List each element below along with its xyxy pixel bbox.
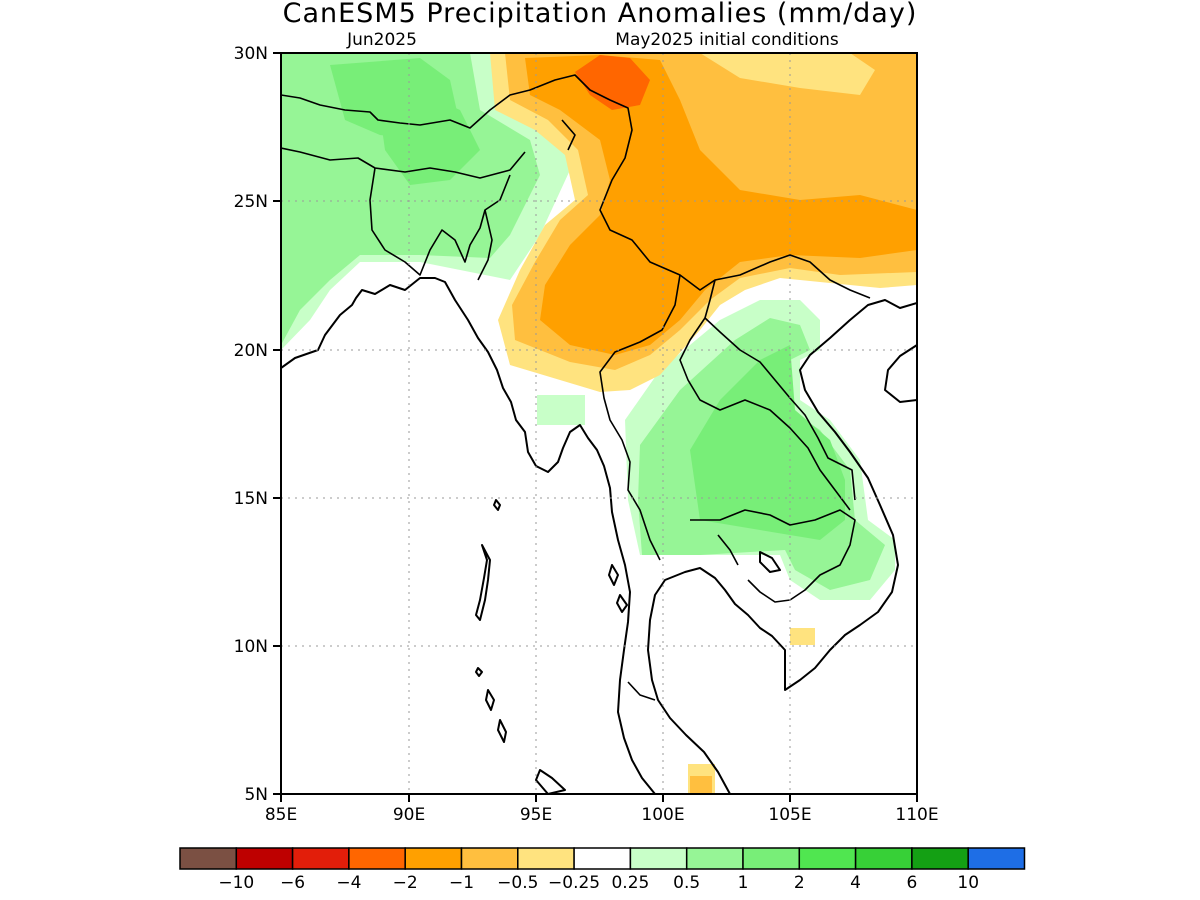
colorbar-label: −1	[449, 873, 474, 893]
x-tick-label: 110E	[895, 805, 938, 825]
x-tick-label: 85E	[265, 805, 297, 825]
colorbar-swatch	[517, 847, 575, 870]
map-frame	[280, 52, 918, 795]
colorbar-label: 2	[794, 873, 805, 893]
map-title: CanESM5 Precipitation Anomalies (mm/day)	[283, 0, 918, 29]
colorbar-label: 10	[957, 873, 979, 893]
colorbar-label: −10	[218, 873, 254, 893]
month-label: Jun2025	[346, 30, 417, 50]
colorbar-swatch	[911, 847, 969, 870]
y-tick-label: 15N	[234, 489, 268, 509]
colorbar-swatch	[460, 847, 519, 870]
colorbar-swatch	[179, 847, 238, 870]
x-tick-label: 95E	[520, 805, 552, 825]
y-axis-labels: 30N 25N 20N 15N 10N 5N	[234, 44, 268, 805]
x-tick-label: 105E	[768, 805, 811, 825]
colorbar: −10 −6 −4 −2 −1 −0.5 −0.25 0.25 0.5 1 2 4 6 10	[179, 847, 1026, 893]
y-tick-label: 5N	[244, 785, 268, 805]
x-tick-label: 100E	[641, 805, 684, 825]
colorbar-swatch	[854, 847, 913, 870]
y-tick-label: 20N	[234, 341, 268, 361]
colorbar-swatch	[573, 847, 632, 870]
initial-conditions-label: May2025 initial conditions	[615, 30, 839, 50]
colorbar-swatch	[742, 847, 801, 870]
colorbar-swatch	[798, 847, 857, 870]
x-axis-labels: 85E 90E 95E 100E 105E 110E	[265, 805, 939, 825]
country-borders	[281, 74, 871, 701]
colorbar-label: −2	[393, 873, 418, 893]
colorbar-swatch	[235, 847, 294, 870]
colorbar-swatch	[291, 847, 350, 870]
lat-lon-grid	[281, 53, 917, 794]
y-tick-label: 30N	[234, 44, 268, 64]
colorbar-swatch	[967, 847, 1026, 870]
x-tick-label: 90E	[393, 805, 425, 825]
colorbar-swatch	[685, 847, 744, 870]
colorbar-swatch	[348, 847, 406, 870]
colorbar-label: −4	[336, 873, 361, 893]
colorbar-label: 1	[738, 873, 749, 893]
colorbar-label: −0.5	[497, 873, 538, 893]
colorbar-label: −6	[280, 873, 305, 893]
colorbar-swatch	[404, 847, 463, 870]
colorbar-label: −0.25	[548, 873, 600, 893]
colorbar-label: 6	[906, 873, 917, 893]
coastlines	[281, 277, 917, 794]
colorbar-swatch	[629, 847, 688, 870]
y-tick-label: 25N	[234, 192, 268, 212]
axis-ticks	[273, 52, 918, 802]
colorbar-label: 0.25	[611, 873, 649, 893]
y-tick-label: 10N	[234, 637, 268, 657]
colorbar-label: 0.5	[673, 873, 700, 893]
map-plot-area	[280, 52, 918, 795]
anomaly-shading	[281, 53, 917, 794]
colorbar-label: 4	[850, 873, 861, 893]
